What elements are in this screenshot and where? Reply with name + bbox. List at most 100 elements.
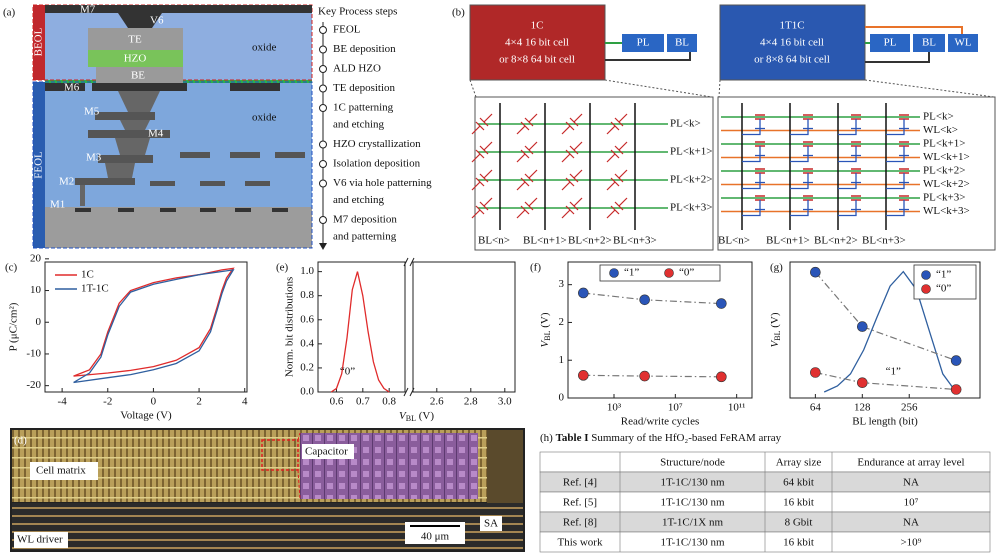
col-label: BL<n+3> [613, 235, 657, 247]
y-tick-label: 2 [559, 316, 565, 328]
row-label: WL<k+1> [923, 151, 970, 163]
table-caption: Summary of the HfO₂-based FeRAM array [591, 432, 781, 444]
step-bullet [320, 85, 327, 92]
step-text: V6 via hole patterning [333, 177, 432, 189]
row-label: WL<k+2> [923, 178, 970, 190]
panel-label: (d) [14, 435, 27, 447]
plot-frame [413, 262, 515, 392]
col-label: BL<n+3> [862, 235, 906, 247]
y-tick-label: 0.6 [300, 313, 314, 325]
table-title: (h) Table I Summary of the HfO₂-based Fe… [540, 432, 782, 444]
x-tick-label: 2 [196, 396, 202, 408]
legend-swatch [922, 285, 931, 294]
block-text: 4×4 16 bit cell [760, 37, 824, 49]
region-label: WL driver [17, 534, 63, 546]
y-axis-label-part: (V) [539, 312, 551, 330]
table-name: Table I [556, 432, 589, 444]
layer-label: M5 [84, 106, 100, 118]
data-point [810, 267, 820, 277]
via [120, 120, 150, 130]
step-bullet [320, 105, 327, 112]
data-point [716, 372, 726, 382]
panel-label: (h) [540, 432, 553, 444]
y-tick-label: 3 [559, 278, 565, 290]
step-bullet [320, 66, 327, 73]
layer-label: M6 [64, 82, 80, 94]
port-label: BL [675, 37, 689, 49]
x-tick-label: -4 [58, 396, 68, 408]
bl-wire [605, 52, 690, 60]
m5-line [95, 112, 155, 120]
step-text: 1C patterning [333, 102, 394, 114]
x-tick-label: -2 [103, 396, 112, 408]
region-label: Capacitor [305, 446, 348, 458]
legend-label: “1” [936, 269, 951, 281]
block-title: 1C [531, 20, 544, 32]
scale-label: 40 μm [421, 531, 450, 543]
y-tick-label: -20 [26, 379, 41, 391]
step-text: FEOL [333, 24, 361, 36]
x-tick-label: 0 [151, 396, 157, 408]
row-label: PL<k+2> [923, 165, 965, 177]
x-tick-label: 4 [242, 396, 248, 408]
y-tick-label: 1.0 [300, 265, 314, 277]
legend-label: “1” [624, 267, 639, 279]
data-point [640, 295, 650, 305]
table-cell: 10⁷ [904, 497, 919, 509]
col-label: BL<n+1> [766, 235, 810, 247]
layer-label: oxide [252, 112, 277, 124]
capacitor-zoom [300, 433, 478, 499]
x-axis-label-part: BL [406, 414, 416, 423]
block-text: 4×4 16 bit cell [505, 37, 569, 49]
row-label: PL<k+2> [670, 174, 712, 186]
arrow-head [319, 243, 327, 250]
port-label: PL [884, 37, 897, 49]
step-text: TE deposition [333, 82, 396, 94]
zoom-lines [470, 80, 994, 97]
row-label: WL<k> [923, 124, 958, 136]
panel-label: (b) [452, 7, 465, 19]
step-text: BE deposition [333, 43, 396, 55]
layer-label: BEOL [33, 27, 45, 56]
col-label: BL<n> [478, 235, 510, 247]
data-point [810, 368, 820, 378]
x-tick-label: 0.7 [356, 396, 370, 408]
y-tick-label: 0.0 [300, 386, 314, 398]
row-label: PL<k+3> [670, 202, 712, 214]
x-tick-label: 0.6 [330, 396, 344, 408]
y-axis-label-part: BL [543, 330, 552, 340]
x-tick-label: 64 [810, 402, 822, 414]
data-point [578, 370, 588, 380]
y-tick-label: 0.2 [300, 361, 314, 373]
y-tick-label: 1 [559, 354, 565, 366]
panel-label: (a) [3, 7, 16, 19]
step-bullet [320, 46, 327, 53]
port-label: BL [922, 37, 936, 49]
step-bullet [320, 27, 327, 34]
y-tick-label: 0.8 [300, 289, 314, 301]
row-label: PL<k+1> [670, 146, 712, 158]
y-tick-label: 10 [30, 284, 42, 296]
y-tick-label: 0.4 [300, 337, 314, 349]
data-point [951, 385, 961, 395]
x-tick-label: 10³ [607, 402, 622, 414]
y-axis-label-part: BL [773, 330, 782, 340]
m6-line [230, 83, 280, 91]
layer-label: HZO [124, 53, 147, 65]
m6-line [92, 83, 187, 91]
m3-line [180, 152, 210, 158]
x-tick-label: 3.0 [498, 396, 512, 408]
m2-line [200, 181, 225, 186]
x-tick-label: 10⁷ [668, 402, 683, 414]
x-tick-label: 0.8 [382, 396, 396, 408]
step-text: HZO crystallization [333, 138, 421, 150]
layer-label: M1 [50, 199, 65, 211]
layer-label: TE [128, 34, 142, 46]
series-label: “0” [340, 366, 355, 378]
data-point [857, 378, 867, 388]
step-text: and patterning [333, 231, 397, 243]
via [105, 163, 135, 178]
x-axis-label: Read/write cycles [621, 416, 700, 428]
port-label: WL [954, 37, 971, 49]
y-axis-label: VBL (V) [769, 312, 782, 347]
